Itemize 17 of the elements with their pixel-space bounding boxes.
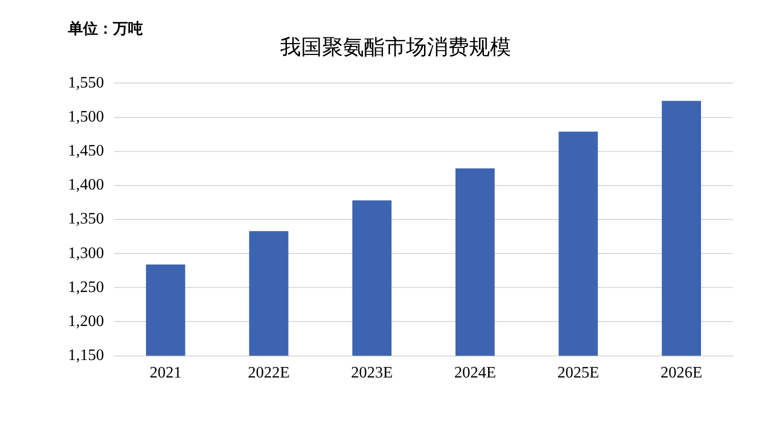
x-tick-label: 2023E	[351, 364, 393, 382]
y-tick-label: 1,450	[68, 142, 104, 160]
y-tick-label: 1,150	[68, 347, 104, 364]
y-tick-label: 1,350	[68, 210, 104, 228]
x-tick-label: 2026E	[660, 364, 702, 382]
y-tick-label: 1,300	[68, 244, 104, 262]
x-tick-label: 2025E	[557, 364, 600, 382]
x-tick-label: 2024E	[454, 364, 496, 382]
x-tick-label: 2022E	[248, 364, 290, 382]
y-tick-label: 1,400	[68, 176, 104, 194]
y-tick-label: 1,200	[68, 312, 104, 330]
y-tick-label: 1,500	[68, 108, 104, 126]
chart-title: 我国聚氨酯市场消费规模	[280, 35, 511, 60]
y-tick-label: 1,250	[68, 278, 104, 296]
x-tick-label: 2021	[150, 364, 182, 382]
text: 单位：万吨	[67, 19, 143, 38]
y-tick-label: 1,550	[68, 74, 104, 92]
